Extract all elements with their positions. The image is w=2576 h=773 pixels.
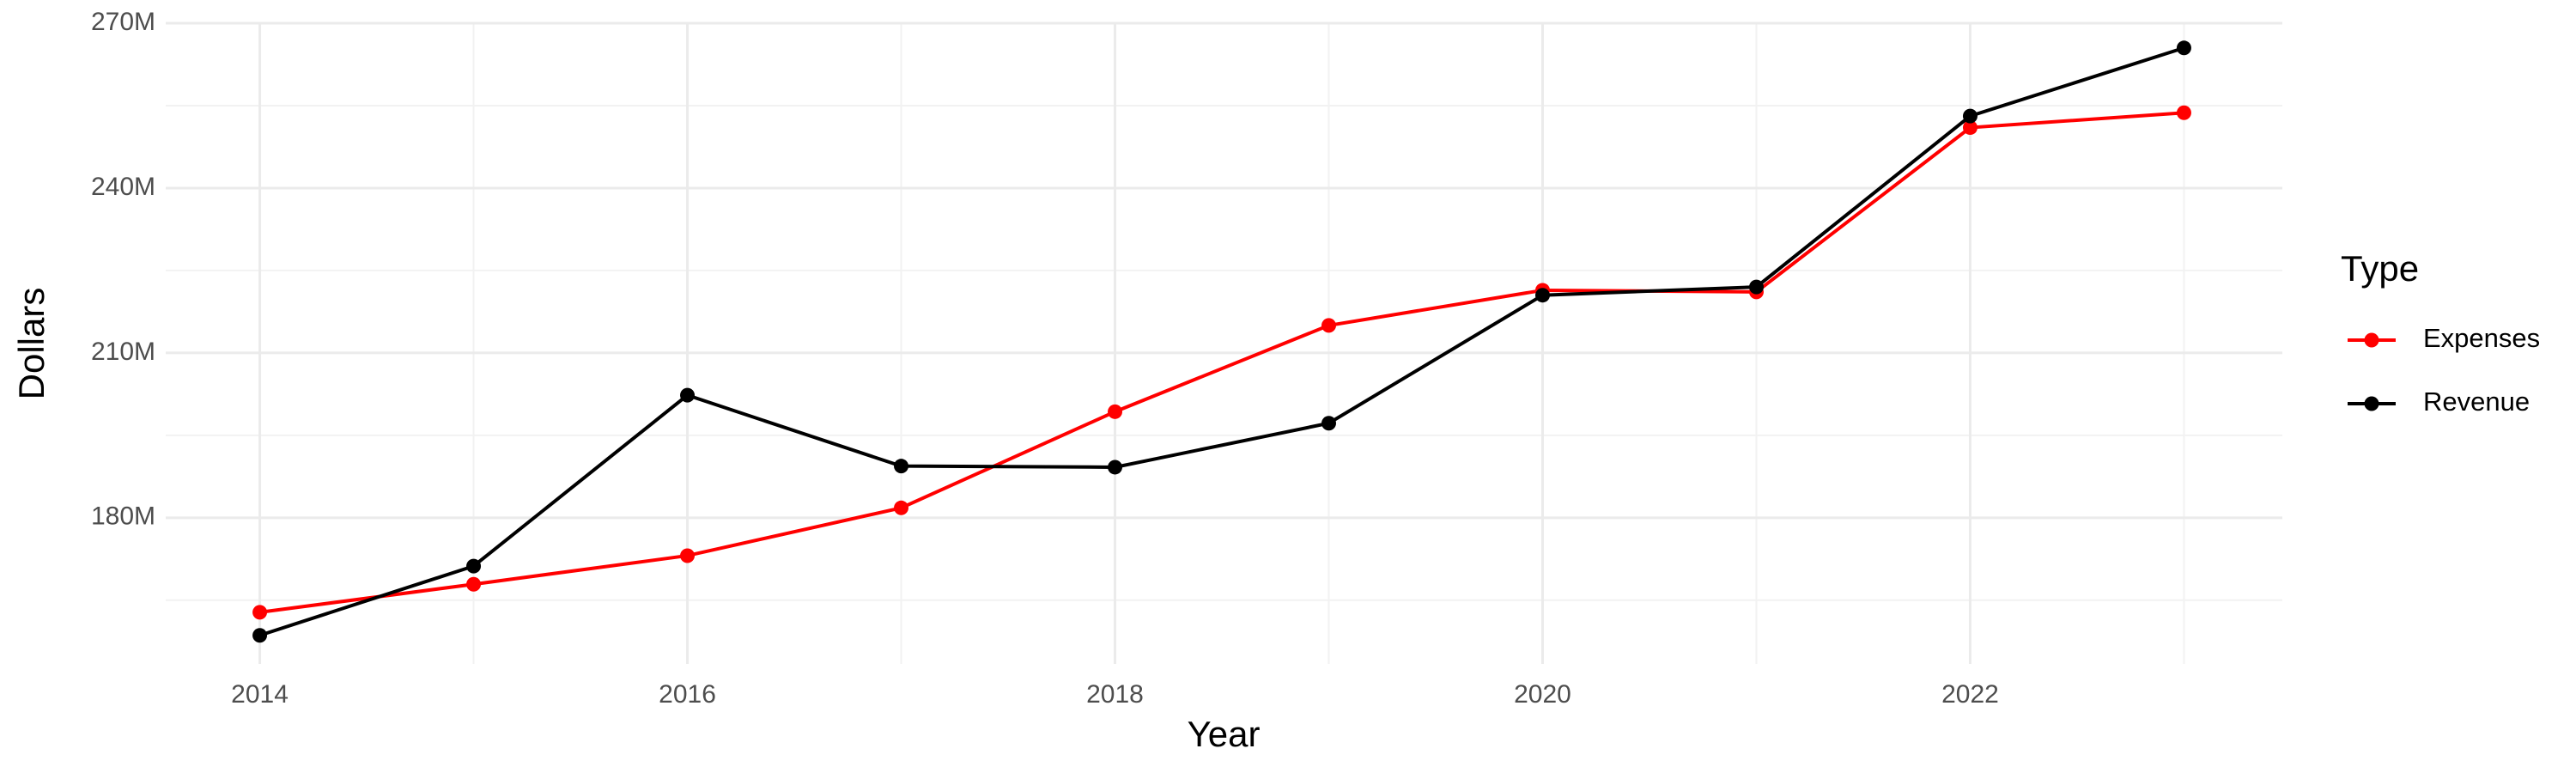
legend-point bbox=[2364, 396, 2379, 411]
y-tick-label: 180M bbox=[91, 502, 155, 531]
point bbox=[1108, 404, 1123, 419]
point bbox=[252, 628, 268, 643]
point bbox=[894, 459, 909, 474]
x-tick-label: 2016 bbox=[659, 680, 716, 709]
x-tick-label: 2020 bbox=[1514, 680, 1571, 709]
legend-title: Type bbox=[2341, 248, 2419, 289]
line bbox=[259, 111, 2184, 614]
point bbox=[1748, 279, 1764, 295]
point bbox=[2176, 40, 2191, 56]
y-tick-label: 270M bbox=[91, 8, 155, 36]
point bbox=[1321, 318, 1337, 333]
point bbox=[1321, 416, 1337, 431]
point bbox=[894, 500, 909, 515]
point bbox=[466, 558, 482, 574]
x-tick-label: 2018 bbox=[1086, 680, 1144, 709]
point bbox=[1962, 120, 1978, 136]
y-tick-label: 240M bbox=[91, 173, 155, 201]
point bbox=[680, 387, 696, 403]
legend-label: Expenses bbox=[2423, 323, 2540, 353]
x-tick-label: 2022 bbox=[1941, 680, 1999, 709]
y-tick-label: 210M bbox=[91, 338, 155, 366]
point bbox=[1534, 288, 1550, 303]
point bbox=[2176, 105, 2191, 120]
point bbox=[466, 576, 482, 592]
point bbox=[1962, 108, 1978, 124]
point bbox=[252, 605, 268, 620]
y-axis-title: Dollars bbox=[11, 288, 52, 400]
point bbox=[680, 548, 696, 563]
legend-point bbox=[2364, 332, 2379, 348]
legend-label: Revenue bbox=[2423, 386, 2530, 417]
line bbox=[258, 46, 2185, 637]
x-axis-title: Year bbox=[1188, 714, 1261, 754]
point bbox=[1108, 460, 1123, 475]
x-tick-label: 2014 bbox=[231, 680, 289, 709]
